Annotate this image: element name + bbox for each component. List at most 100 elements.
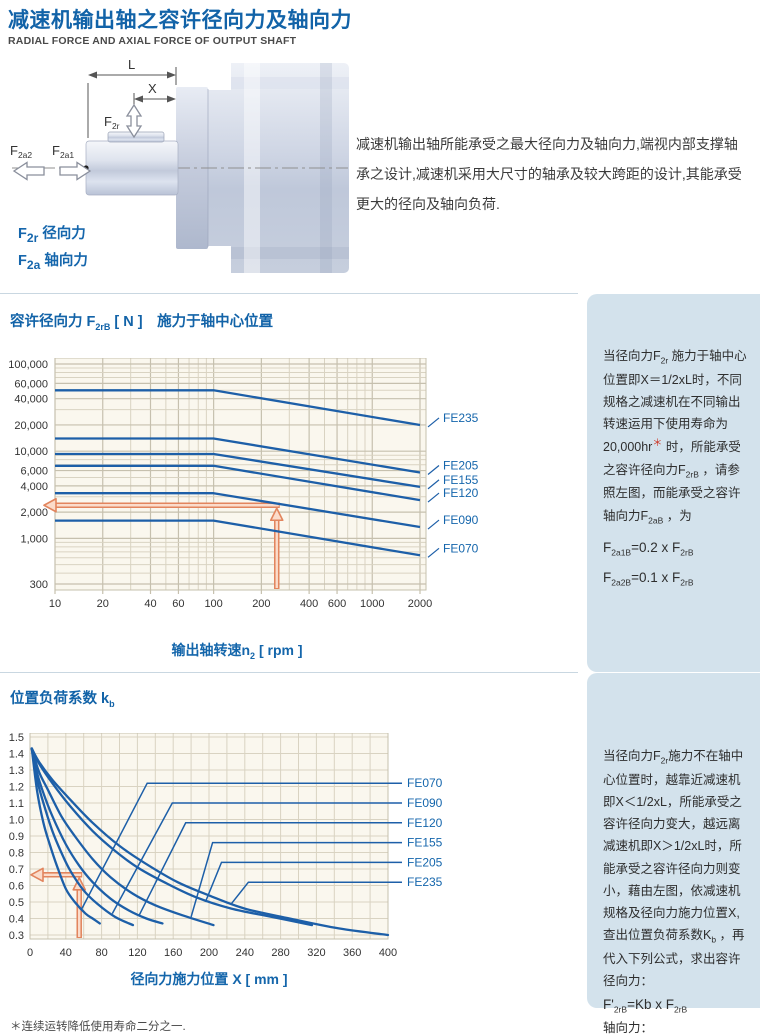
y-tick-label: 6,000	[20, 465, 48, 477]
label-leader-FE205	[204, 861, 402, 903]
x-tick-label: 20	[97, 598, 109, 610]
x-tick-label: 40	[144, 598, 156, 610]
series-curve-FE205	[30, 747, 314, 927]
x-tick-label: 1000	[360, 598, 384, 610]
y-tick-label: 2,000	[20, 507, 48, 519]
example-arrow	[43, 497, 284, 589]
force-f2a2-label: F2a2	[10, 143, 32, 160]
axial-force-left-arrow-icon	[12, 161, 45, 181]
x-tick-label: 100	[204, 598, 222, 610]
x-tick-label: 40	[60, 947, 72, 959]
x-tick-label: 60	[172, 598, 184, 610]
x-tick-label: 160	[164, 947, 182, 959]
section-radial-force: 容许径向力 F2rB [ N ] 施力于轴中心位置 100,000 60,000 4…	[0, 294, 760, 672]
x-tick-label: 400	[379, 947, 397, 959]
y-tick-label: 10,000	[14, 446, 48, 458]
force-legend: F2r 径向力 F2a 轴向力	[18, 223, 88, 277]
y-tick-label: 100,000	[8, 359, 48, 371]
section-load-factor: 位置负荷系数 kb 1.5 1.4 1.3 1.2 1.1 1.0 0.9 0.8 0.7 0.6…	[0, 673, 760, 1034]
series-line-FE235	[55, 389, 421, 427]
series-curve-FE235	[30, 747, 390, 937]
series-curve-FE120	[30, 747, 164, 925]
series-line-FE090	[55, 491, 421, 529]
intro-paragraph: 减速机输出轴所能承受之最大径向力及轴向力,端视内部支撑轴承之设计,减速机采用大尺…	[356, 136, 742, 212]
y-tick-label: 1,000	[20, 533, 48, 545]
series-curve-FE155	[30, 747, 215, 927]
series-label: FE235	[443, 411, 479, 425]
label-leader-FE070	[81, 782, 402, 909]
y-tick-label: 1.3	[9, 765, 24, 777]
sidebar-text: 轴向力：	[603, 1021, 654, 1034]
dim-X-label: X	[148, 81, 157, 96]
series-label: FE155	[407, 835, 443, 849]
series-label: FE235	[407, 875, 443, 889]
load-factor-chart-title: 位置负荷系数 kb	[10, 691, 115, 709]
sidebar-text: 径向力：	[603, 974, 654, 989]
header: 减速机输出轴之容许径向力及轴向力 RADIAL FORCE AND AXIAL …	[0, 0, 760, 47]
series-label: FE205	[443, 458, 479, 472]
series-label: FE205	[407, 855, 443, 869]
x-tick-label: 360	[343, 947, 361, 959]
legend-axial: F2a 轴向力	[18, 252, 88, 272]
radial-force-arrow-icon	[125, 103, 143, 139]
x-tick-label: 200	[200, 947, 218, 959]
series-label: FE120	[407, 816, 443, 830]
load-factor-chart-block: 位置负荷系数 kb 1.5 1.4 1.3 1.2 1.1 1.0 0.9 0.8 0.7 0.6…	[0, 673, 587, 1008]
plot-area	[55, 357, 426, 590]
series-line-FE155	[55, 452, 421, 488]
load-factor-chart-xlabel: 径向力施力位置 X [ mm ]	[130, 970, 288, 987]
sidebar-formula: F2a2B=0.1 x F2rB	[603, 569, 694, 588]
dimension-L	[87, 67, 177, 138]
y-tick-label: 4,000	[20, 481, 48, 493]
series-curve-FE070	[30, 747, 101, 925]
y-tick-label: 0.8	[9, 847, 24, 859]
legend-radial: F2r 径向力	[18, 226, 86, 245]
footnote: ＊连续运转降低使用寿命二分之一.	[10, 1021, 186, 1033]
label-leader-FE235	[230, 881, 402, 905]
radial-chart-xlabel: 输出轴转速n2 [ rpm ]	[171, 641, 303, 661]
y-tick-label: 0.9	[9, 831, 24, 843]
sidebar-formula: F'2rB=Kb x F2rB	[603, 996, 688, 1015]
sidebar-radial-note: 当径向力F2r 施力于轴中心位置即X＝1/2xL时，不同规格之减速机在不同输出转…	[587, 294, 760, 672]
x-tick-label: 80	[95, 947, 107, 959]
y-tick-label: 20,000	[14, 420, 48, 432]
x-tick-label: 320	[307, 947, 325, 959]
output-shaft	[83, 130, 179, 196]
force-f2r-label: F2r	[104, 114, 120, 131]
y-tick-label: 1.2	[9, 781, 24, 793]
x-tick-label: 10	[49, 598, 61, 610]
radial-chart-title: 容许径向力 F2rB [ N ] 施力于轴中心位置	[10, 314, 274, 332]
load-factor-chart: 1.5 1.4 1.3 1.2 1.1 1.0 0.9 0.8 0.7 0.6 0.5 0.4 0.30…	[9, 732, 443, 959]
page-subtitle: RADIAL FORCE AND AXIAL FORCE OF OUTPUT S…	[8, 35, 297, 47]
series-label: FE090	[443, 513, 479, 527]
shaft-diagram: L X F2r F2a2 F2a1	[10, 57, 349, 273]
y-tick-label: 0.4	[9, 913, 24, 925]
radial-force-chart: 100,000 60,000 40,000 20,000 10,000 6,000 4,00…	[8, 357, 479, 610]
x-tick-label: 600	[328, 598, 346, 610]
dim-L-label: L	[128, 57, 135, 72]
grid	[29, 732, 389, 939]
x-tick-label: 240	[236, 947, 254, 959]
x-tick-label: 280	[271, 947, 289, 959]
series-label: FE090	[407, 796, 443, 810]
series-line-FE070	[55, 519, 421, 557]
dimension-X	[133, 93, 176, 105]
y-tick-label: 1.5	[9, 733, 24, 744]
y-tick-label: 0.7	[9, 864, 24, 876]
label-leader-FE120	[138, 821, 402, 916]
sidebar-text: 当径向力F2r 施力于轴中心位置即X＝1/2xL时，不同规格之减速机在不同输出转…	[603, 349, 747, 526]
series-line-FE120	[55, 464, 421, 502]
radial-chart-block: 容许径向力 F2rB [ N ] 施力于轴中心位置 100,000 60,000 4…	[0, 294, 587, 672]
page-title: 减速机输出轴之容许径向力及轴向力	[8, 9, 352, 32]
series-label: FE070	[443, 541, 479, 555]
x-tick-label: 0	[27, 947, 33, 959]
series-label: FE120	[443, 486, 479, 500]
force-f2a1-label: F2a1	[52, 143, 74, 160]
series-label: FE155	[443, 473, 479, 487]
series-line-FE205	[55, 437, 421, 474]
y-tick-label: 0.6	[9, 880, 24, 892]
label-leader-FE090	[111, 802, 402, 914]
y-tick-label: 0.3	[9, 930, 24, 942]
axial-force-right-arrow-icon	[59, 161, 92, 181]
series-label: FE070	[407, 776, 443, 790]
